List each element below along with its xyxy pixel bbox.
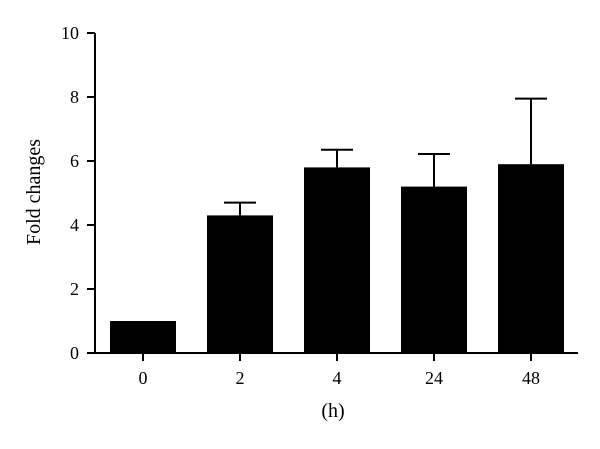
bar-2 [207, 215, 273, 353]
y-tick-label: 8 [70, 87, 79, 107]
y-tick-label: 6 [70, 151, 79, 171]
bar-24 [401, 186, 467, 353]
x-axis-label: (h) [321, 400, 344, 422]
y-tick-label: 4 [70, 215, 79, 235]
bar-48 [498, 164, 564, 353]
x-tick-label: 2 [236, 368, 245, 388]
y-tick-label: 0 [70, 343, 79, 363]
y-tick-label: 10 [61, 23, 79, 43]
y-tick-label: 2 [70, 279, 79, 299]
bar-0 [110, 321, 176, 353]
x-tick-label: 0 [139, 368, 148, 388]
x-tick-label: 48 [522, 368, 540, 388]
y-axis-label: Fold changes [23, 139, 45, 245]
x-tick-label: 24 [425, 368, 443, 388]
x-axis: 0 2 4 24 48 [95, 352, 578, 388]
x-tick-label: 4 [333, 368, 342, 388]
y-axis: 0 2 4 6 8 10 [61, 23, 96, 363]
bar-4 [304, 167, 370, 353]
plot-area [110, 97, 564, 353]
